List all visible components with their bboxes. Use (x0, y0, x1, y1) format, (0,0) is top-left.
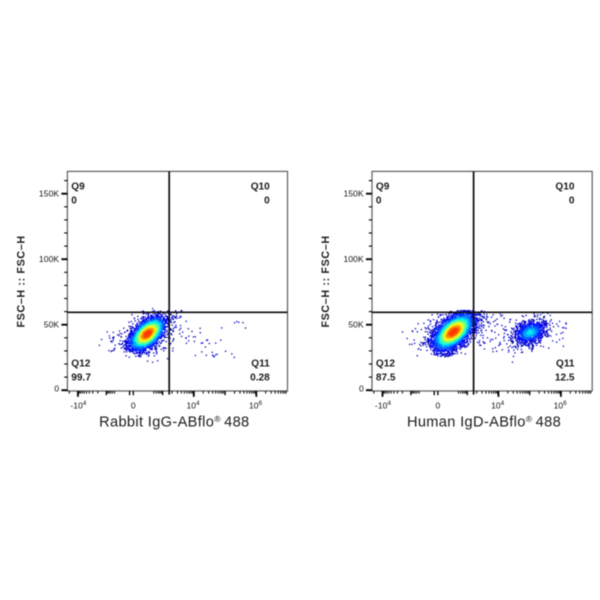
svg-text:0: 0 (264, 195, 270, 206)
svg-text:0: 0 (376, 195, 382, 206)
svg-text:0: 0 (569, 195, 575, 206)
svg-text:50K: 50K (348, 320, 364, 330)
svg-text:100K: 100K (39, 254, 59, 264)
svg-text:Q12: Q12 (71, 359, 90, 370)
svg-text:150K: 150K (344, 189, 364, 199)
svg-text:Q10: Q10 (555, 182, 574, 193)
svg-text:Q11: Q11 (251, 359, 270, 370)
svg-text:FSC–H :: FSC–H: FSC–H :: FSC–H (320, 235, 332, 327)
svg-text:104: 104 (186, 400, 200, 410)
svg-text:-104: -104 (375, 400, 392, 410)
svg-text:Q9: Q9 (376, 182, 390, 193)
svg-text:0: 0 (54, 383, 59, 393)
svg-text:Q12: Q12 (376, 359, 395, 370)
svg-text:-104: -104 (70, 400, 87, 410)
svg-text:Q9: Q9 (71, 182, 85, 193)
svg-text:99.7: 99.7 (71, 372, 91, 383)
svg-text:0: 0 (435, 401, 440, 411)
svg-text:0: 0 (359, 383, 364, 393)
svg-text:50K: 50K (44, 320, 60, 330)
svg-text:104: 104 (491, 400, 505, 410)
svg-text:0: 0 (131, 401, 136, 411)
svg-text:Human IgD-ABflo® 488: Human IgD-ABflo® 488 (407, 414, 561, 431)
svg-text:Rabbit IgG-ABflo® 488: Rabbit IgG-ABflo® 488 (99, 414, 249, 431)
svg-text:150K: 150K (39, 189, 59, 199)
svg-text:100K: 100K (344, 254, 364, 264)
svg-text:Q10: Q10 (251, 182, 270, 193)
svg-text:87.5: 87.5 (376, 372, 396, 383)
svg-text:106: 106 (554, 400, 568, 410)
svg-text:12.5: 12.5 (555, 372, 575, 383)
svg-text:106: 106 (249, 400, 263, 410)
svg-text:0.28: 0.28 (250, 372, 270, 383)
svg-text:0: 0 (71, 195, 77, 206)
svg-text:FSC–H :: FSC–H: FSC–H :: FSC–H (16, 235, 28, 327)
svg-text:Q11: Q11 (556, 359, 575, 370)
